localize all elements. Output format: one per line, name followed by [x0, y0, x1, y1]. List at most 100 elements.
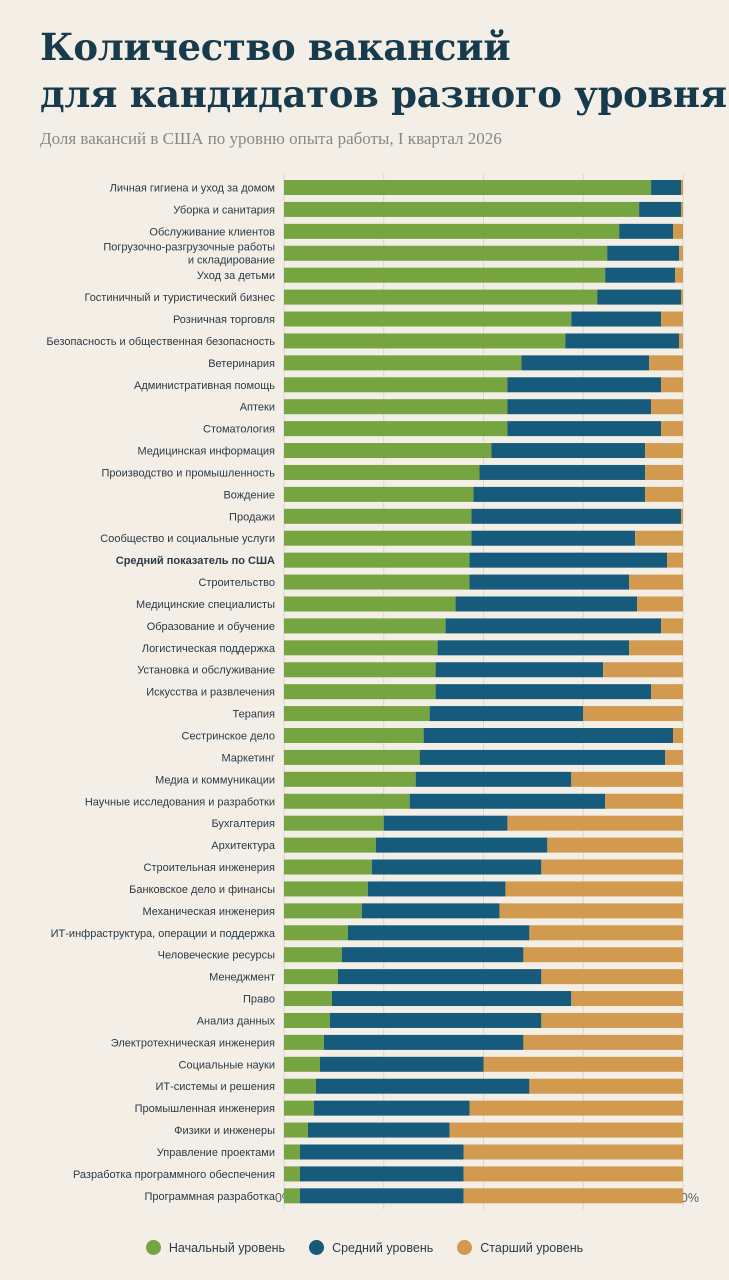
- legend-dot-mid: [309, 1240, 325, 1255]
- bar-segment-senior: [673, 223, 683, 239]
- bar-segment-senior: [665, 749, 683, 765]
- bar-segment-senior: [629, 640, 683, 656]
- bar-segment-mid: [607, 245, 680, 261]
- bar-segment-mid: [597, 289, 682, 305]
- bar-segment-entry: [284, 530, 472, 546]
- bar-segment-entry: [284, 399, 508, 415]
- bar-segment-senior: [583, 706, 683, 722]
- bar-segment-entry: [284, 1100, 314, 1116]
- bar-segment-mid: [383, 815, 508, 831]
- row-label: Анализ данных: [197, 1015, 276, 1027]
- bar-segment-mid: [455, 596, 638, 612]
- bar-segment-senior: [667, 552, 683, 568]
- bar-segment-senior: [603, 662, 683, 678]
- row-label: Вождение: [223, 489, 275, 501]
- row-label: Человеческие ресурсы: [158, 950, 275, 962]
- bar-segment-mid: [469, 574, 630, 590]
- bar-segment-senior: [675, 267, 683, 283]
- bar-segment-senior: [469, 1100, 683, 1116]
- bar-segment-mid: [471, 508, 682, 524]
- bar-segment-entry: [284, 333, 566, 349]
- title-line-1: Количество вакансий: [40, 25, 511, 69]
- bar-segment-entry: [284, 815, 384, 831]
- row-label: Электротехническая инженерия: [111, 1037, 275, 1049]
- row-label: Образование и обучение: [147, 621, 275, 633]
- row-label: Личная гигиена и уход за домом: [110, 183, 275, 195]
- bar-segment-senior: [681, 180, 683, 195]
- row-label: и складирование: [188, 254, 275, 266]
- row-label: Научные исследования и разработки: [85, 796, 275, 808]
- row-label: Архитектура: [211, 840, 276, 852]
- bar-segment-entry: [284, 1166, 300, 1182]
- bar-segment-mid: [367, 881, 506, 897]
- row-label: Безопасность и общественная безопасность: [46, 336, 275, 348]
- bar-segment-entry: [284, 881, 368, 897]
- bar-segment-senior: [681, 201, 683, 217]
- row-label: Ветеринария: [208, 358, 275, 370]
- bar-segment-mid: [375, 837, 548, 853]
- bar-segment-senior: [541, 1012, 683, 1028]
- bar-segment-mid: [521, 355, 650, 371]
- row-label: Промышленная инженерия: [135, 1103, 275, 1115]
- bar-segment-entry: [284, 443, 492, 459]
- bar-segment-mid: [337, 969, 542, 985]
- bar-segment-senior: [679, 245, 683, 261]
- row-label: Розничная торговля: [173, 314, 275, 326]
- legend-item-entry: Начальный уровень: [145, 1240, 286, 1255]
- row-label: Бухгалтерия: [211, 818, 275, 830]
- chart-legend: Начальный уровень Средний уровень Старши…: [0, 1240, 729, 1255]
- bar-segment-entry: [284, 1144, 300, 1160]
- bar-segment-senior: [547, 837, 683, 853]
- bar-segment-mid: [565, 333, 680, 349]
- bar-segment-senior: [661, 618, 683, 634]
- bar-segment-mid: [639, 201, 682, 217]
- bar-segment-entry: [284, 289, 598, 305]
- row-label: Уход за детьми: [197, 270, 275, 282]
- bar-segment-mid: [571, 311, 662, 327]
- bar-segment-senior: [541, 969, 683, 985]
- row-label: Социальные науки: [179, 1059, 275, 1071]
- row-label: Гостиничный и туристический бизнес: [84, 292, 275, 304]
- bar-segment-senior: [661, 377, 683, 393]
- row-label: Обслуживание клиентов: [149, 226, 275, 238]
- bar-segment-senior: [463, 1166, 683, 1182]
- bar-segment-mid: [619, 223, 674, 239]
- bar-segment-entry: [284, 859, 372, 875]
- bar-segment-entry: [284, 508, 472, 524]
- row-label: Банковское дело и финансы: [129, 884, 275, 896]
- bar-segment-entry: [284, 728, 424, 743]
- bar-segment-mid: [307, 1122, 450, 1138]
- bar-segment-entry: [284, 793, 410, 809]
- bar-segment-entry: [284, 245, 608, 261]
- bar-segment-mid: [429, 706, 584, 722]
- bar-segment-entry: [284, 947, 342, 963]
- legend-label-senior: Старший уровень: [480, 1240, 584, 1255]
- legend-item-mid: Средний уровень: [309, 1240, 433, 1255]
- legend-label-entry: Начальный уровень: [168, 1240, 286, 1255]
- bar-segment-mid: [507, 399, 652, 415]
- row-label: Медицинская информация: [137, 446, 275, 458]
- bar-segment-mid: [419, 749, 666, 765]
- bar-segment-entry: [284, 201, 640, 217]
- bar-segment-mid: [507, 421, 662, 437]
- bar-segment-entry: [284, 1078, 316, 1094]
- bar-segment-mid: [319, 1056, 484, 1072]
- bar-segment-senior: [463, 1144, 683, 1160]
- bar-segment-senior: [605, 793, 683, 809]
- bar-segment-mid: [469, 552, 668, 568]
- row-label: Маркетинг: [222, 752, 275, 764]
- page-title: Количество вакансий для кандидатов разно…: [40, 24, 727, 118]
- row-label: ИТ-системы и решения: [155, 1081, 275, 1093]
- bar-segment-entry: [284, 1012, 330, 1028]
- row-label: Административная помощь: [134, 380, 275, 392]
- bar-segment-mid: [331, 991, 572, 1007]
- bar-segment-senior: [449, 1122, 683, 1138]
- row-label: Управление проектами: [157, 1147, 275, 1159]
- bar-segment-mid: [299, 1188, 464, 1204]
- bar-segment-entry: [284, 552, 470, 568]
- bar-segment-mid: [507, 377, 662, 393]
- bar-segment-entry: [284, 969, 338, 985]
- bar-segment-entry: [284, 574, 470, 590]
- bar-segment-mid: [491, 443, 646, 459]
- bar-segment-mid: [473, 486, 646, 502]
